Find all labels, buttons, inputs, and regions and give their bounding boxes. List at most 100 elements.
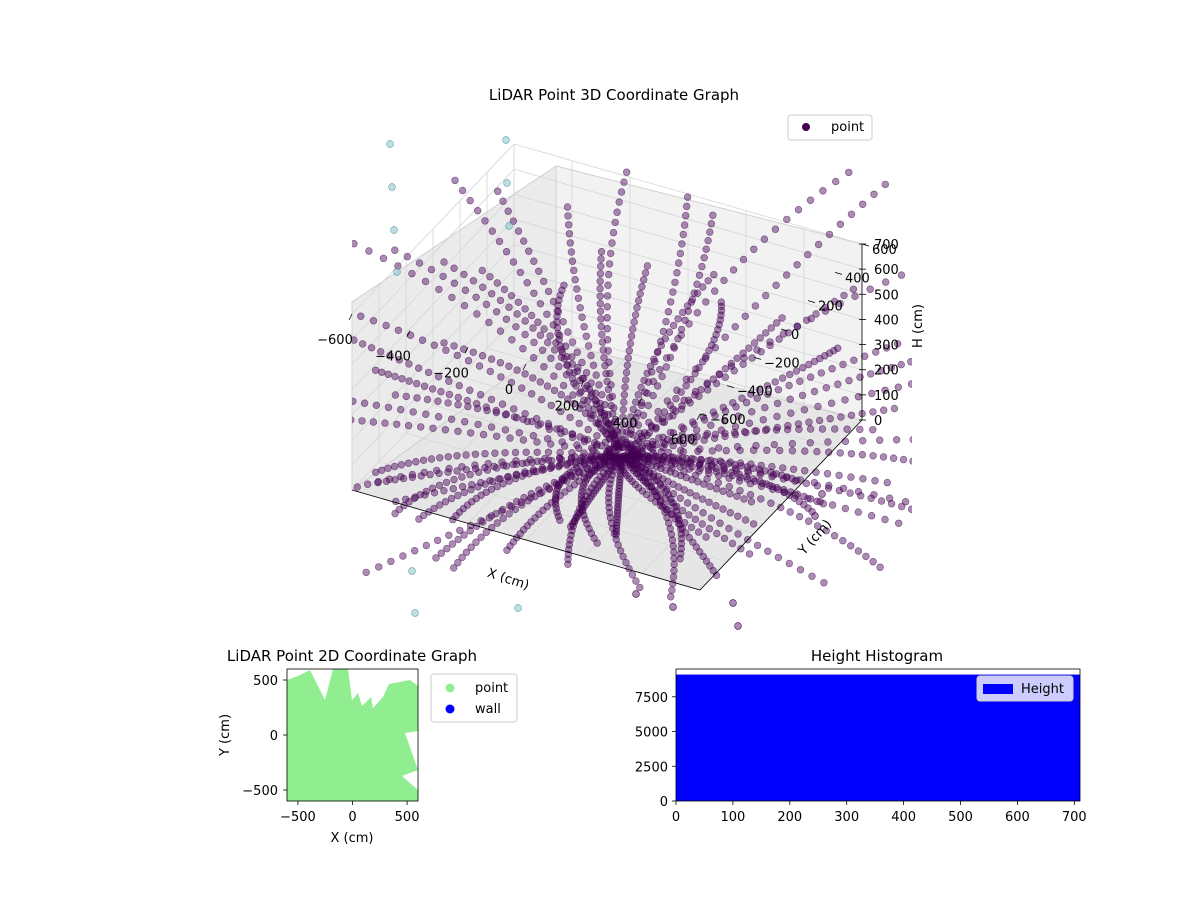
data-point bbox=[742, 429, 750, 437]
data-point bbox=[603, 325, 611, 333]
x-tick-mark bbox=[522, 363, 527, 371]
data-point bbox=[836, 220, 845, 229]
data-point bbox=[794, 420, 803, 428]
data-point bbox=[603, 303, 611, 311]
data-point bbox=[565, 230, 574, 238]
data-point bbox=[596, 464, 604, 472]
data-point bbox=[547, 401, 555, 410]
data-point bbox=[721, 432, 729, 441]
lidar-3d-plot: −600−400−2000200400600−600−400−200020040… bbox=[317, 86, 928, 630]
data-point bbox=[796, 377, 804, 385]
data-point bbox=[504, 207, 512, 215]
legend-2d-marker-point bbox=[445, 683, 455, 693]
data-point bbox=[473, 400, 481, 408]
data-point bbox=[664, 308, 673, 316]
data-point bbox=[669, 342, 678, 351]
data-point bbox=[782, 271, 791, 279]
data-point bbox=[509, 460, 517, 469]
data-point bbox=[566, 239, 574, 247]
data-point bbox=[488, 477, 497, 486]
data-point bbox=[854, 487, 863, 496]
data-point bbox=[870, 190, 878, 199]
data-point bbox=[608, 239, 616, 247]
data-point bbox=[399, 552, 407, 560]
data-point bbox=[835, 486, 843, 495]
data-point bbox=[513, 366, 521, 374]
data-point bbox=[693, 289, 702, 297]
data-point bbox=[921, 378, 928, 385]
data-point bbox=[606, 249, 615, 258]
data-point bbox=[750, 245, 758, 254]
data-point bbox=[877, 497, 886, 505]
data-point bbox=[614, 503, 622, 511]
data-point bbox=[658, 372, 666, 381]
data-point bbox=[617, 188, 626, 196]
data-point bbox=[804, 250, 812, 259]
plot-frame-hist bbox=[675, 668, 1081, 802]
y-tick-label: −400 bbox=[737, 385, 773, 400]
data-point bbox=[680, 221, 689, 229]
data-point bbox=[568, 375, 577, 383]
data-point bbox=[415, 364, 423, 372]
data-point bbox=[820, 579, 828, 587]
data-point bbox=[454, 427, 462, 435]
data-point bbox=[595, 455, 603, 463]
data-point bbox=[711, 344, 719, 352]
data-point bbox=[403, 252, 411, 261]
data-point bbox=[822, 384, 830, 392]
data-point bbox=[679, 230, 687, 239]
data-point bbox=[536, 300, 545, 308]
data-point bbox=[486, 367, 494, 376]
data-point bbox=[609, 228, 618, 237]
data-point bbox=[619, 413, 627, 421]
data-point bbox=[467, 429, 475, 437]
data-point bbox=[568, 353, 576, 361]
data-point bbox=[869, 408, 877, 416]
data-point bbox=[521, 330, 529, 339]
data-point bbox=[690, 438, 698, 446]
data-point bbox=[564, 212, 572, 220]
data-point bbox=[352, 416, 355, 424]
data-point bbox=[415, 259, 424, 267]
data-point bbox=[454, 491, 462, 500]
data-point bbox=[527, 311, 536, 320]
data-point bbox=[475, 362, 484, 370]
data-point bbox=[450, 342, 458, 350]
data-point bbox=[761, 403, 769, 412]
data-point-teal bbox=[502, 136, 510, 144]
data-point bbox=[719, 403, 727, 412]
data-point bbox=[808, 507, 816, 516]
data-point bbox=[628, 571, 637, 579]
data-point bbox=[632, 413, 640, 422]
data-point bbox=[677, 458, 686, 466]
data-point bbox=[670, 566, 678, 575]
data-point bbox=[646, 362, 655, 370]
data-point bbox=[841, 437, 850, 446]
data-point bbox=[772, 426, 781, 434]
data-point bbox=[488, 290, 496, 298]
data-point bbox=[678, 308, 687, 317]
legend-hist-label: Height bbox=[1021, 682, 1064, 697]
data-point bbox=[867, 494, 875, 502]
data-point bbox=[622, 368, 631, 377]
data-point bbox=[693, 309, 701, 317]
data-point bbox=[566, 413, 574, 422]
data-point bbox=[482, 403, 490, 411]
data-point bbox=[836, 449, 844, 457]
data-point bbox=[543, 310, 551, 318]
data-point bbox=[846, 542, 855, 550]
data-point bbox=[661, 508, 669, 516]
data-point bbox=[529, 468, 538, 476]
legend-3d-frame bbox=[787, 114, 873, 141]
data-point bbox=[669, 321, 678, 330]
data-point bbox=[807, 314, 815, 323]
data-point bbox=[742, 473, 751, 481]
data-point bbox=[629, 325, 637, 333]
data-point bbox=[694, 447, 702, 455]
data-point bbox=[763, 382, 772, 390]
data-point bbox=[889, 454, 898, 462]
data-point bbox=[738, 394, 746, 402]
data-point bbox=[462, 466, 470, 474]
data-point bbox=[596, 262, 605, 270]
